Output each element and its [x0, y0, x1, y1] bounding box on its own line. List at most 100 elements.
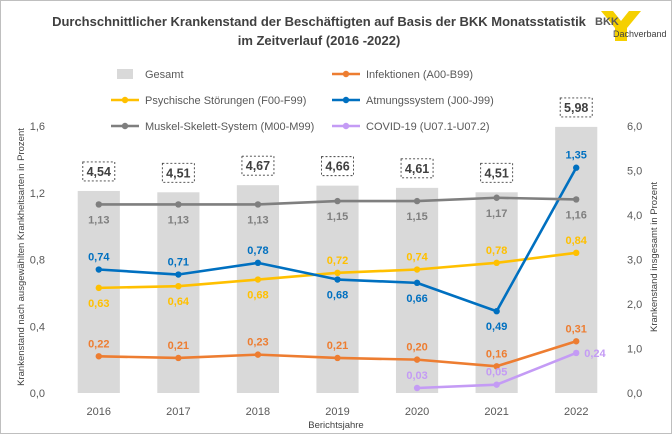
series-data-label: 1,15 [327, 211, 348, 223]
x-tick-label: 2019 [325, 406, 349, 418]
legend: Gesamt Infektionen (A00-B99) Psychische St… [111, 69, 494, 133]
bar-total-label: 5,98 [564, 101, 588, 115]
bar-total-label-box [400, 158, 434, 179]
series-data-label: 0,24 [584, 348, 606, 360]
series-point [254, 201, 262, 208]
series-data-label: 0,78 [247, 245, 268, 257]
bkk-logo-mark-icon [601, 11, 641, 41]
series-point [493, 381, 500, 388]
bar-total-label-box [559, 97, 593, 118]
legend-label: Gesamt [145, 69, 184, 81]
series-point [493, 194, 500, 201]
series-data-label: 1,13 [88, 214, 109, 226]
y-left-tick-label: 0,0 [30, 388, 45, 400]
series-data-label: 0,74 [406, 252, 428, 264]
y-left-tick-label: 0,4 [30, 321, 45, 333]
legend-label: Muskel-Skelett-System (M00-M99) [145, 121, 314, 133]
legend-swatch-bar [117, 69, 133, 79]
y-right-tick-label: 1,0 [627, 344, 642, 356]
bar-total-label-box [241, 155, 275, 176]
series-data-label: 0,71 [168, 257, 189, 269]
series-data-label: 0,74 [88, 252, 110, 264]
series-point [573, 349, 580, 357]
y-right-tick-label: 5,0 [627, 166, 642, 178]
series-point [334, 269, 341, 277]
bar-total-label: 4,51 [484, 166, 508, 180]
axes: 0,0 0,4 0,8 1,2 1,6 0,0 1,0 2,0 3,0 4,0 5,0 6,0 2016… [30, 121, 643, 418]
series-data-label: 0,68 [327, 290, 348, 302]
series-point [95, 266, 102, 273]
series-data-label: 1,35 [566, 150, 587, 162]
series-data-label: 0,23 [247, 337, 268, 349]
x-tick-label: 2020 [405, 406, 429, 418]
chart-title-line2: im Zeitverlauf (2016 -2022) [238, 33, 401, 48]
series-point [493, 308, 500, 315]
series-point [334, 197, 341, 205]
series-data-label: 0,16 [486, 348, 507, 360]
series-data-label: 0,84 [566, 235, 588, 247]
legend-swatch-marker [342, 122, 350, 130]
y-right-tick-label: 4,0 [627, 210, 642, 222]
x-tick-label: 2016 [87, 406, 111, 418]
series-point [254, 351, 262, 358]
series-point [493, 363, 500, 370]
series-point [254, 259, 262, 267]
y-axis-left-title: Krankenstand nach ausgewählten Krankheit… [16, 128, 27, 386]
legend-swatch-marker [121, 96, 129, 104]
legend-label: COVID-19 (U07.1-U07.2) [366, 121, 490, 133]
series-data-label: 1,17 [486, 208, 507, 220]
series-data-label: 0,68 [247, 290, 268, 302]
series-data-label: 0,72 [327, 255, 348, 267]
series-point [573, 164, 580, 171]
series-data-label: 0,03 [406, 370, 427, 382]
series-data-label: 1,15 [406, 211, 427, 223]
series-point [175, 283, 182, 290]
series-point [413, 266, 421, 273]
series-point [175, 354, 182, 362]
bar-total-label: 4,51 [166, 166, 190, 180]
series-data-label: 0,64 [168, 296, 190, 308]
series-data-label: 0,21 [168, 340, 189, 352]
series-point [175, 271, 182, 278]
y-left-tick-label: 1,2 [30, 188, 45, 200]
y-right-tick-label: 2,0 [627, 299, 642, 311]
series-data-label: 1,13 [168, 214, 189, 226]
series-data-label: 0,21 [327, 340, 348, 352]
bar-gesamt [555, 126, 598, 393]
series-point [95, 284, 102, 292]
series-point [334, 276, 341, 283]
series-data-label: 1,16 [566, 209, 587, 221]
bar-total-label-box [161, 162, 195, 183]
x-axis-title: Berichtsjahre [308, 420, 363, 431]
y-axis-right-title: Krankenstand insgesamt in Prozent [649, 182, 660, 332]
bar-total-label: 4,67 [246, 159, 270, 173]
x-tick-label: 2018 [246, 406, 270, 418]
bar-gesamt [475, 192, 518, 393]
series-point [95, 201, 102, 208]
bar-total-label: 4,66 [325, 160, 349, 174]
legend-label: Psychische Störungen (F00-F99) [145, 95, 306, 107]
series-point [573, 196, 580, 203]
series-point [413, 384, 421, 392]
y-right-tick-label: 6,0 [627, 121, 642, 133]
bkk-logo-subtitle: Dachverband [613, 29, 667, 39]
series-data-label: 0,66 [406, 293, 427, 305]
bar-total-label: 4,54 [87, 165, 111, 179]
x-tick-label: 2017 [166, 406, 190, 418]
series-point [573, 249, 580, 257]
bar-gesamt [236, 185, 280, 393]
legend-label: Infektionen (A00-B99) [366, 69, 473, 81]
y-left-tick-label: 0,8 [30, 255, 45, 267]
bar-total-label-box [480, 162, 514, 183]
y-right-tick-label: 0,0 [627, 388, 642, 400]
bkk-logo-mark-text: BKK [595, 16, 619, 28]
x-tick-label: 2022 [564, 406, 588, 418]
bkk-logo: BKK Dachverband [595, 11, 667, 41]
x-tick-label: 2021 [484, 406, 508, 418]
series-data-label: 0,05 [486, 367, 507, 379]
series-data-label: 0,49 [486, 321, 507, 333]
series-data-label: 0,20 [406, 342, 427, 354]
series-point [95, 353, 102, 360]
